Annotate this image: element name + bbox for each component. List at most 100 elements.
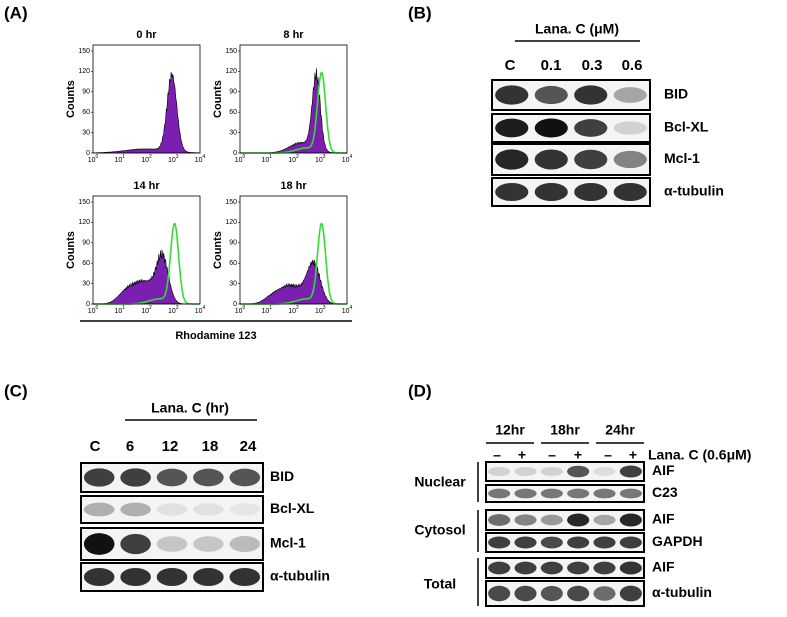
y-tick-label: 90: [82, 89, 90, 96]
band: [540, 514, 563, 526]
band: [619, 585, 642, 602]
y-tick-label: 90: [229, 89, 237, 96]
band: [229, 468, 261, 487]
x-tick-label: 101: [114, 154, 125, 164]
band: [593, 561, 616, 575]
y-tick-label: 90: [229, 240, 237, 247]
y-tick-label: 30: [229, 129, 237, 136]
lane-label: 0.6: [622, 57, 643, 74]
tick-base: 10: [88, 157, 96, 164]
band: [83, 533, 115, 555]
y-axis-label: Counts: [65, 231, 77, 269]
tick-base: 10: [342, 157, 350, 164]
y-tick-label: 0: [86, 301, 90, 308]
band: [534, 118, 568, 138]
timepoint: 12hr: [495, 422, 525, 438]
histogram: [92, 72, 201, 154]
tick-exp: 4: [203, 154, 206, 160]
y-tick-label: 0: [86, 150, 90, 157]
tick-base: 10: [195, 157, 203, 164]
panel-label: (A): [4, 3, 28, 22]
blot-label: GAPDH: [652, 533, 703, 549]
tick-exp: 4: [350, 305, 353, 311]
tick-base: 10: [88, 308, 96, 315]
treatment-sign: +: [518, 447, 526, 463]
band: [540, 585, 563, 602]
plot-title: 0 hr: [136, 29, 157, 41]
x-tick-label: 104: [342, 154, 353, 164]
band: [514, 466, 537, 477]
plot-frame: [239, 195, 348, 305]
group-label: Total: [424, 576, 456, 592]
blot-label: Mcl-1: [270, 535, 306, 551]
tick-exp: 2: [296, 305, 299, 311]
tick-base: 10: [114, 308, 122, 315]
band: [567, 513, 590, 527]
band: [495, 182, 529, 202]
y-tick-label: 60: [82, 260, 90, 267]
blot-label: α-tubulin: [664, 183, 724, 199]
band: [574, 182, 608, 202]
x-tick-label: 103: [315, 305, 326, 315]
panel-label: (C): [4, 381, 28, 400]
tick-exp: 3: [323, 305, 326, 311]
tick-base: 10: [261, 308, 269, 315]
band: [120, 567, 151, 587]
band: [156, 536, 188, 552]
band: [593, 586, 616, 601]
band: [593, 536, 616, 549]
x-tick-label: 100: [235, 305, 246, 315]
x-tick-label: 101: [261, 154, 272, 164]
band: [534, 149, 568, 170]
band: [540, 488, 563, 499]
blot-label: Bcl-XL: [664, 119, 709, 135]
tick-base: 10: [195, 308, 203, 315]
x-tick-label: 103: [315, 154, 326, 164]
blot-label: AIF: [652, 462, 675, 478]
band: [488, 488, 511, 499]
y-axis-label: Counts: [212, 231, 224, 269]
band: [613, 121, 647, 135]
band: [514, 585, 537, 602]
lane-label: 24: [240, 438, 257, 455]
x-tick-label: 102: [288, 305, 299, 315]
y-axis-label: Counts: [212, 80, 224, 118]
y-tick-label: 60: [229, 109, 237, 116]
group-label: Cytosol: [414, 522, 465, 538]
lane-label: 18: [202, 438, 219, 455]
blot: [485, 461, 645, 482]
band: [567, 585, 590, 602]
band: [619, 465, 642, 478]
y-tick-label: 150: [78, 48, 90, 55]
band: [540, 466, 563, 477]
blot-label: α-tubulin: [652, 584, 712, 600]
tick-base: 10: [261, 157, 269, 164]
y-tick-label: 150: [78, 199, 90, 206]
tick-exp: 2: [149, 305, 152, 311]
band: [613, 150, 647, 169]
y-tick-label: 120: [225, 68, 237, 75]
band: [156, 468, 188, 487]
x-tick-label: 100: [88, 305, 99, 315]
band: [488, 466, 511, 477]
x-tick-label: 102: [141, 305, 152, 315]
band: [619, 561, 642, 575]
tick-base: 10: [288, 157, 296, 164]
tick-base: 10: [141, 308, 149, 315]
tick-exp: 2: [149, 154, 152, 160]
histogram: [240, 259, 347, 305]
band: [495, 149, 529, 170]
band: [156, 567, 188, 587]
y-tick-label: 60: [229, 260, 237, 267]
treatment-sign: –: [604, 447, 612, 463]
band: [567, 561, 590, 575]
timepoint: 18hr: [550, 422, 580, 438]
band: [193, 567, 224, 587]
band: [593, 514, 616, 526]
histogram: [240, 68, 347, 154]
band: [120, 468, 151, 487]
band: [619, 536, 642, 549]
band: [488, 536, 511, 549]
lane-label: C: [505, 57, 516, 74]
y-tick-label: 0: [233, 150, 237, 157]
